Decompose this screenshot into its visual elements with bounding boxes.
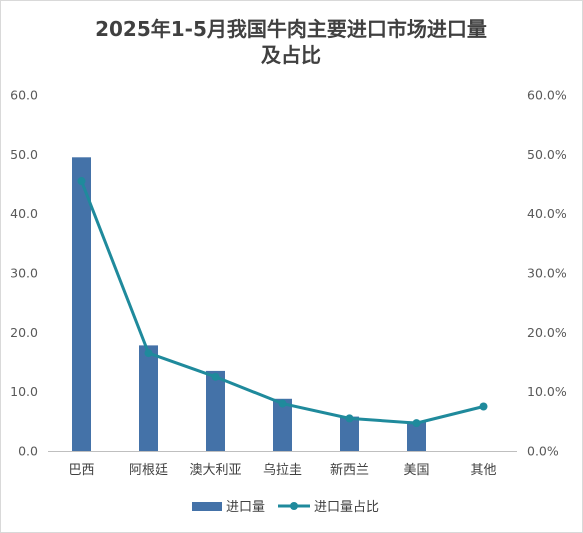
category-label: 美国 <box>403 463 429 478</box>
left-tick-label: 40.0 <box>10 206 38 221</box>
chart-title-line-1: 2025年1-5月我国牛肉主要进口市场进口量 <box>95 17 487 41</box>
category-label: 乌拉圭 <box>263 462 302 478</box>
share-point <box>77 177 86 186</box>
share-point <box>345 414 354 423</box>
share-point <box>479 402 488 411</box>
bar <box>139 345 158 451</box>
legend-bar-swatch <box>192 502 222 511</box>
left-tick-label: 0.0 <box>18 444 38 459</box>
bar <box>273 398 292 451</box>
left-tick-label: 20.0 <box>10 325 38 340</box>
bar-series <box>72 157 426 452</box>
right-tick-label: 0.0% <box>527 444 559 459</box>
category-label: 其他 <box>470 463 496 478</box>
bar <box>206 370 225 451</box>
share-point <box>412 419 421 428</box>
left-axis-ticks: 0.0 10.0 20.0 30.0 40.0 50.0 60.0 <box>10 88 38 459</box>
left-tick-label: 50.0 <box>10 147 38 162</box>
category-labels: 巴西 阿根廷 澳大利亚 乌拉圭 新西兰 美国 其他 <box>68 462 496 478</box>
legend: 进口量 进口量占比 <box>192 500 379 515</box>
share-point <box>278 399 287 408</box>
share-point <box>211 372 220 381</box>
right-tick-label: 10.0% <box>527 384 567 399</box>
bar <box>72 157 91 452</box>
legend-line-marker <box>290 502 298 510</box>
category-label: 阿根廷 <box>129 463 168 478</box>
bar <box>407 421 426 451</box>
right-axis-ticks: 0.0% 10.0% 20.0% 30.0% 40.0% 50.0% 60.0% <box>527 88 567 459</box>
left-tick-label: 60.0 <box>10 88 38 103</box>
legend-bar-label: 进口量 <box>226 500 265 515</box>
category-label: 新西兰 <box>330 462 369 478</box>
bar <box>340 416 359 451</box>
right-tick-label: 20.0% <box>527 325 567 340</box>
left-tick-label: 30.0 <box>10 266 38 281</box>
right-tick-label: 40.0% <box>527 206 567 221</box>
chart-title-line-2: 及占比 <box>261 43 321 67</box>
right-tick-label: 60.0% <box>527 88 567 103</box>
right-tick-label: 30.0% <box>527 266 567 281</box>
legend-line-label: 进口量占比 <box>314 500 379 515</box>
category-label: 澳大利亚 <box>189 462 241 478</box>
right-tick-label: 50.0% <box>527 147 567 162</box>
left-tick-label: 10.0 <box>10 384 38 399</box>
share-point <box>144 349 153 358</box>
line-series <box>77 177 488 428</box>
category-label: 巴西 <box>68 463 94 478</box>
